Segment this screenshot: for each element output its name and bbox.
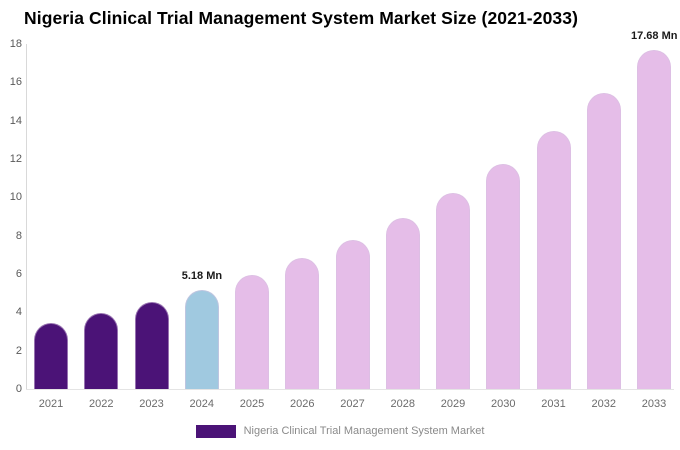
bar-2029[interactable] [436, 192, 470, 389]
y-tick-label: 16 [9, 76, 22, 89]
bar-2024[interactable] [184, 289, 219, 389]
x-axis-line [26, 389, 674, 390]
x-tick-label-2022: 2022 [89, 398, 114, 410]
bar-2033[interactable] [637, 50, 671, 389]
y-tick-label: 12 [9, 153, 22, 165]
x-tick-label-2026: 2026 [290, 398, 315, 410]
x-tick-label-2027: 2027 [340, 398, 365, 410]
x-tick-label-2028: 2028 [390, 398, 415, 410]
x-tick-label-2025: 2025 [239, 398, 265, 410]
bar-2021[interactable] [34, 323, 68, 389]
y-tick-label: 6 [15, 268, 22, 280]
y-tick-label: 0 [15, 383, 22, 395]
x-tick-label-2023: 2023 [139, 398, 164, 410]
legend[interactable]: Nigeria Clinical Trial Management System… [0, 425, 680, 438]
bar-2030[interactable] [486, 163, 521, 389]
y-tick-label: 14 [9, 114, 22, 127]
bar-2031[interactable] [536, 130, 571, 389]
bar-2028[interactable] [385, 217, 420, 389]
y-tick-label: 4 [15, 306, 22, 319]
value-label-2024: 5.18 Mn [181, 269, 223, 282]
bar-2026[interactable] [285, 258, 320, 389]
x-tick-label-2024: 2024 [189, 398, 214, 410]
x-tick-label-2029: 2029 [440, 398, 466, 410]
chart-title: Nigeria Clinical Trial Management System… [24, 8, 578, 28]
y-tick-label: 18 [9, 38, 22, 50]
x-tick-label-2030: 2030 [491, 398, 516, 410]
y-axis-line [26, 44, 27, 389]
bar-2027[interactable] [335, 239, 370, 389]
y-tick-label: 2 [15, 344, 22, 357]
bar-2022[interactable] [84, 313, 119, 389]
bar-2025[interactable] [235, 275, 269, 389]
y-tick-label: 8 [15, 229, 22, 242]
bar-2023[interactable] [134, 302, 169, 389]
legend-label: Nigeria Clinical Trial Management System… [243, 425, 485, 437]
value-label-2033: 17.68 Mn [631, 30, 678, 43]
x-tick-label-2033: 2033 [641, 398, 667, 410]
y-tick-label: 10 [9, 191, 22, 204]
legend-swatch [195, 425, 236, 438]
x-tick-label-2031: 2031 [541, 398, 566, 410]
bar-2032[interactable] [586, 93, 621, 389]
x-tick-label-2021: 2021 [38, 398, 64, 410]
x-tick-label-2032: 2032 [591, 398, 616, 410]
